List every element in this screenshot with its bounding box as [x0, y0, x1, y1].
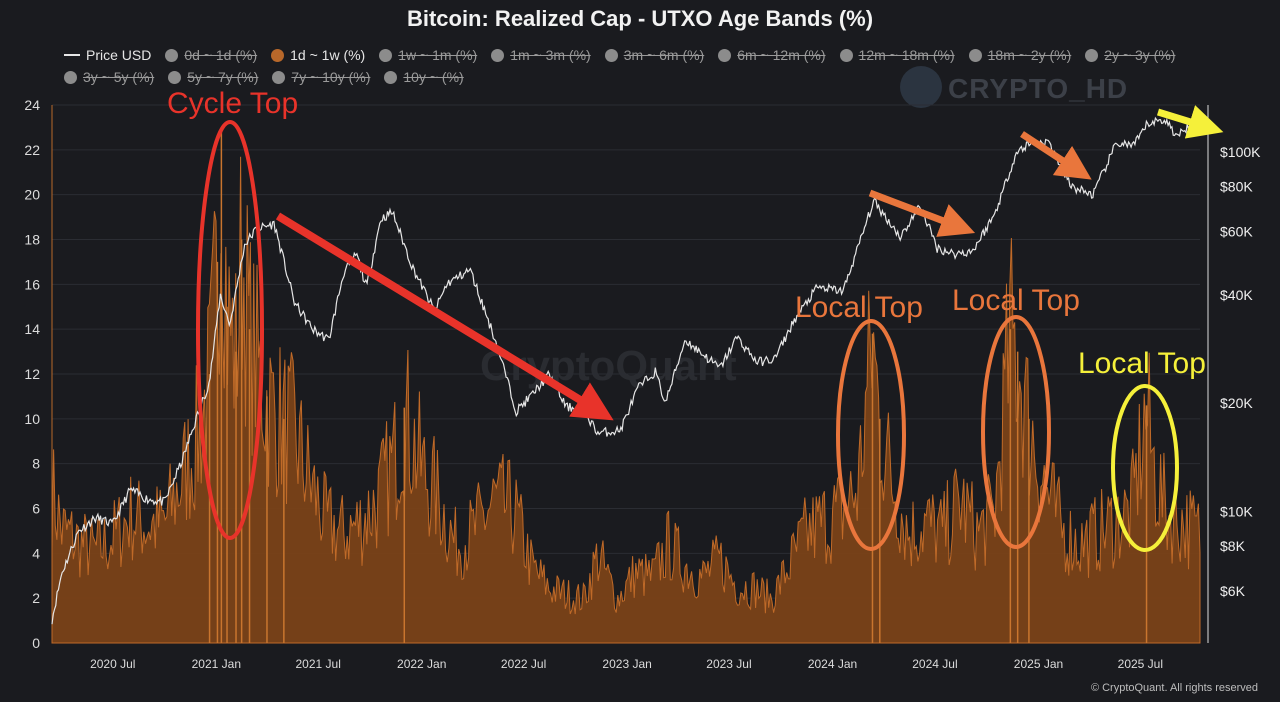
y-tick-label: 14	[24, 321, 40, 337]
y-right-tick-label: $10K	[1220, 503, 1253, 519]
legend-item[interactable]: 2y ~ 3y (%)	[1085, 44, 1175, 66]
y-tick-label: 16	[24, 276, 40, 292]
y-right-tick-label: $60K	[1220, 224, 1253, 240]
x-tick-label: 2021 Jan	[192, 657, 241, 671]
legend-label: 1d ~ 1w (%)	[290, 47, 366, 63]
y-right-tick-label: $20K	[1220, 395, 1253, 411]
legend-item[interactable]: 6m ~ 12m (%)	[718, 44, 826, 66]
circle-icon	[839, 49, 853, 62]
y-tick-label: 6	[32, 501, 40, 517]
legend-item[interactable]: 18m ~ 2y (%)	[968, 44, 1072, 66]
annotation-ellipse	[981, 315, 1051, 549]
circle-icon	[168, 71, 182, 84]
legend-label: 6m ~ 12m (%)	[737, 47, 826, 63]
circle-icon	[1085, 49, 1099, 62]
x-tick-label: 2025 Jul	[1118, 657, 1163, 671]
circle-icon	[491, 49, 505, 62]
legend-item[interactable]: 3y ~ 5y (%)	[64, 66, 154, 88]
y-tick-label: 22	[24, 142, 40, 158]
trend-arrow-orange	[868, 189, 976, 237]
chart-title: Bitcoin: Realized Cap - UTXO Age Bands (…	[406, 6, 874, 31]
x-tick-label: 2024 Jan	[808, 657, 857, 671]
x-tick-label: 2020 Jul	[90, 657, 135, 671]
circle-icon	[165, 49, 179, 62]
legend-item[interactable]: Price USD	[64, 44, 151, 66]
annotation-label: Local Top	[952, 284, 1080, 317]
legend-item[interactable]: 3m ~ 6m (%)	[604, 44, 705, 66]
x-tick-label: 2021 Jul	[295, 657, 340, 671]
area-1d-1w	[51, 156, 1201, 644]
legend-item[interactable]: 12m ~ 18m (%)	[839, 44, 955, 66]
legend-label: 12m ~ 18m (%)	[858, 47, 955, 63]
legend-label: 2y ~ 3y (%)	[1104, 47, 1176, 63]
y-tick-label: 8	[32, 456, 40, 472]
circle-icon	[379, 49, 393, 62]
legend-item[interactable]: 5y ~ 7y (%)	[168, 66, 258, 88]
y-right-tick-label: $80K	[1220, 179, 1253, 195]
x-tick-label: 2022 Jan	[397, 657, 446, 671]
legend: Price USD 0d ~ 1d (%) 1d ~ 1w (%) 1w ~ 1m (…	[64, 44, 1234, 88]
trend-arrow-red	[275, 212, 614, 421]
legend-item[interactable]: 1d ~ 1w (%)	[271, 44, 365, 66]
trend-arrow-yellow	[1156, 105, 1224, 139]
y-tick-label: 4	[32, 545, 40, 561]
price-line	[51, 116, 1196, 625]
circle-icon	[718, 49, 732, 62]
annotation-label: Local Top	[795, 291, 923, 324]
y-tick-label: 0	[32, 635, 40, 651]
circle-icon	[604, 49, 618, 62]
legend-label: 18m ~ 2y (%)	[987, 47, 1072, 63]
legend-item[interactable]: 7y ~ 10y (%)	[272, 66, 370, 88]
y-tick-label: 2	[32, 590, 40, 606]
x-tick-label: 2025 Jan	[1014, 657, 1063, 671]
legend-label: 3y ~ 5y (%)	[83, 69, 155, 85]
legend-label: 7y ~ 10y (%)	[291, 69, 371, 85]
legend-label: 0d ~ 1d (%)	[184, 47, 258, 63]
telegram-icon	[900, 66, 942, 108]
x-tick-label: 2023 Jan	[602, 657, 651, 671]
annotation-ellipse	[196, 120, 264, 540]
legend-item[interactable]: 1m ~ 3m (%)	[491, 44, 591, 66]
legend-label: 10y ~ (%)	[403, 69, 464, 85]
trend-arrow-orange	[1020, 131, 1092, 180]
annotation-label: Cycle Top	[167, 87, 298, 120]
legend-label: 5y ~ 7y (%)	[187, 69, 259, 85]
y-tick-label: 24	[24, 97, 40, 113]
circle-icon	[64, 71, 77, 84]
circle-icon	[384, 71, 398, 84]
y-right-tick-label: $6K	[1220, 583, 1246, 599]
legend-item[interactable]: 0d ~ 1d (%)	[165, 44, 257, 66]
x-tick-label: 2022 Jul	[501, 657, 546, 671]
watermark-text: CRYPTO_HD	[948, 73, 1129, 104]
line-icon	[64, 54, 80, 56]
legend-item[interactable]: 10y ~ (%)	[384, 66, 464, 88]
annotation-label: Local Top	[1078, 347, 1206, 380]
y-tick-label: 20	[24, 187, 40, 203]
y-right-tick-label: $40K	[1220, 287, 1253, 303]
y-tick-label: 10	[24, 411, 40, 427]
circle-icon	[272, 71, 286, 84]
annotation-ellipse	[836, 319, 906, 551]
legend-label: 1m ~ 3m (%)	[510, 47, 591, 63]
crypto-hd-watermark: CRYPTO_HD	[900, 66, 1128, 108]
x-tick-label: 2024 Jul	[912, 657, 957, 671]
annotation-ellipse	[1111, 384, 1179, 552]
y-tick-label: 12	[24, 366, 40, 382]
x-tick-label: 2023 Jul	[706, 657, 751, 671]
y-right-tick-label: $100K	[1220, 144, 1261, 160]
circle-icon	[271, 49, 285, 62]
y-tick-label: 18	[24, 232, 40, 248]
legend-label: 1w ~ 1m (%)	[398, 47, 478, 63]
y-right-tick-label: $8K	[1220, 538, 1246, 554]
legend-label: 3m ~ 6m (%)	[623, 47, 705, 63]
legend-item[interactable]: 1w ~ 1m (%)	[379, 44, 477, 66]
circle-icon	[968, 49, 982, 62]
legend-label: Price USD	[86, 47, 152, 63]
copyright-credit: © CryptoQuant. All rights reserved	[1090, 682, 1258, 694]
